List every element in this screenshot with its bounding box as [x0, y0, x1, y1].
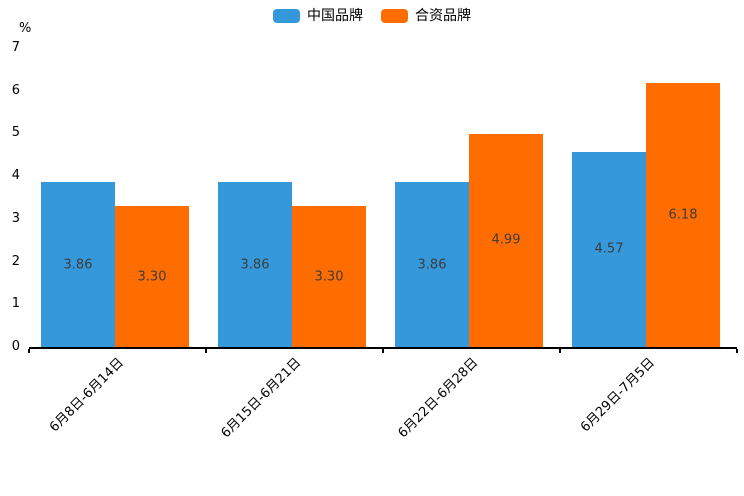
- x-axis-category-label: 6月8日-6月14日: [47, 355, 128, 436]
- bar-value-label: 3.86: [63, 257, 93, 273]
- bar-group: 3.86 4.99: [383, 48, 560, 347]
- bar-group: 4.57 6.18: [560, 48, 737, 347]
- x-axis-tick: [205, 349, 207, 353]
- bar-value-label: 3.86: [240, 257, 270, 273]
- bar-value-label: 3.30: [314, 269, 344, 285]
- bar-series2: 3.30: [292, 206, 366, 347]
- y-tick-label: 4: [11, 168, 20, 184]
- y-axis-unit-label: %: [19, 21, 32, 36]
- bar-series1: 3.86: [41, 182, 115, 347]
- bar-group: 3.86 3.30: [29, 48, 206, 347]
- bar-value-label: 4.57: [594, 241, 624, 257]
- bar-series1: 3.86: [218, 182, 292, 347]
- legend-item-series1: 中国品牌: [273, 8, 363, 24]
- chart-legend: 中国品牌 合资品牌: [0, 8, 744, 24]
- legend-item-series2: 合资品牌: [381, 8, 471, 24]
- bar-series1: 3.86: [395, 182, 469, 347]
- x-axis-category-label: 6月22日-6月28日: [395, 355, 482, 442]
- legend-swatch-icon: [381, 9, 408, 23]
- bar-group: 3.86 3.30: [206, 48, 383, 347]
- y-tick-label: 7: [11, 40, 20, 55]
- bar-value-label: 3.86: [417, 257, 447, 273]
- legend-swatch-icon: [273, 9, 300, 23]
- legend-label: 合资品牌: [415, 8, 471, 24]
- y-tick-label: 2: [11, 253, 20, 269]
- bar-value-label: 6.18: [668, 207, 698, 223]
- y-tick-label: 6: [11, 82, 20, 98]
- bar-series2: 6.18: [646, 83, 720, 347]
- bar-series1: 4.57: [572, 151, 646, 347]
- y-tick-label: 5: [11, 125, 20, 141]
- x-axis-category-label: 6月15日-6月21日: [218, 355, 305, 442]
- x-axis-category-label: 6月29日-7月5日: [578, 355, 659, 436]
- y-tick-label: 1: [11, 296, 20, 312]
- plot-area: 3.86 3.30 3.86 3.30 3.86 4.99 4.57 6.18: [29, 48, 737, 349]
- legend-label: 中国品牌: [307, 8, 363, 24]
- x-axis-tick: [382, 349, 384, 353]
- y-tick-label: 0: [11, 339, 20, 354]
- bar-series2: 3.30: [115, 206, 189, 347]
- x-axis-tick: [559, 349, 561, 353]
- bar-series2: 4.99: [469, 133, 543, 347]
- bar-value-label: 3.30: [137, 269, 167, 285]
- x-axis-tick: [736, 349, 738, 353]
- y-tick-label: 3: [11, 210, 20, 226]
- x-axis-tick: [28, 349, 30, 353]
- bar-value-label: 4.99: [491, 232, 521, 248]
